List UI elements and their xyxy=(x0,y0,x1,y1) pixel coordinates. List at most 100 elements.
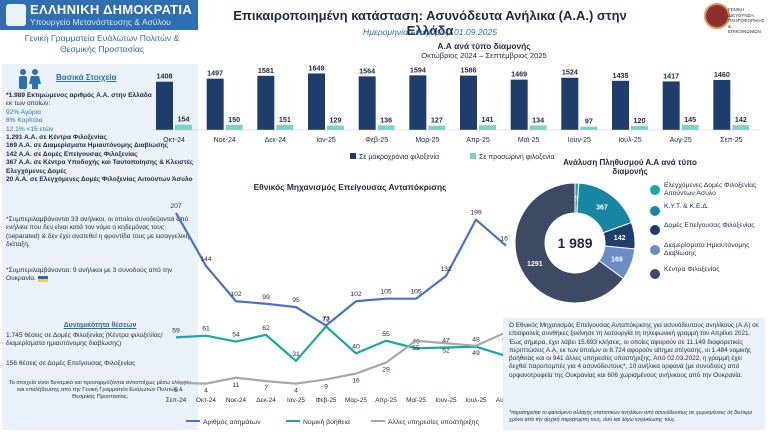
data-disclaimer: Τα στοιχεία είναι δυναμικά και προσαρμόζ… xyxy=(8,380,192,400)
line-label-2-5: 9 xyxy=(324,383,328,390)
line-label-0-10: 199 xyxy=(470,210,482,217)
line-label-1-10: 48 xyxy=(472,337,480,344)
directorate-seal-icon xyxy=(704,3,730,29)
line-label-2-8: 55 xyxy=(412,345,420,352)
bar-temp-label-4: 136 xyxy=(380,115,392,124)
bar-temp-8 xyxy=(580,126,598,130)
it-directorate-logo: ΓΕΝΙΚΗ ΔΙΕΥΘΥΝΣΗ ΠΛΗΡΟΦΟΡΙΚΗΣ & ΕΠΙΚΟΙΝΩ… xyxy=(700,2,765,40)
ukraine-flag-icon xyxy=(37,275,48,282)
bar-x-tick-7: Μαϊ-25 xyxy=(518,137,540,144)
bar-long-11 xyxy=(713,79,731,130)
donut-slice-4 xyxy=(514,182,625,304)
bar-temp-label-9: 120 xyxy=(634,116,646,125)
bar-long-2 xyxy=(257,75,275,130)
bar-long-5 xyxy=(409,75,427,130)
emergency-structures-count: 142 Α.Α. σε Δομές Επείγουσας Φιλοξενίας xyxy=(6,150,138,158)
bar-long-9 xyxy=(612,80,629,130)
donut-legend-dot-4 xyxy=(650,269,660,279)
bar-x-tick-4: Φεβ-25 xyxy=(365,137,388,144)
bar-long-label-11: 1460 xyxy=(714,70,730,79)
donut-label-0: 20 xyxy=(573,196,581,203)
bar-x-tick-11: Σεπ-25 xyxy=(720,137,743,144)
bar-temp-10 xyxy=(681,125,699,130)
bar-long-3 xyxy=(308,73,325,130)
bar-long-label-6: 1586 xyxy=(461,66,477,75)
line-label-0-6: 102 xyxy=(350,291,362,298)
donut-legend-label-3: Διαμερίσματα Ημιαυτόνομης Διαβίωσης xyxy=(664,242,750,258)
bar-temp-1 xyxy=(225,124,243,130)
org-name: ΕΛΛΗΝΙΚΗ ΔΗΜΟΚΡΑΤΙΑ xyxy=(30,2,193,17)
bar-x-tick-6: Απρ-25 xyxy=(466,137,490,144)
donut-legend-label-2: Δομές Επείγουσας Φιλοξενίας xyxy=(664,222,755,229)
line-label-2-9: 52 xyxy=(442,347,450,354)
bar-temp-label-10: 145 xyxy=(684,115,696,124)
ministry-name: Υπουργείο Μετανάστευσης & Ασύλου xyxy=(30,17,171,27)
directorate-logo-text: ΓΕΝΙΚΗ ΔΙΕΥΘΥΝΣΗ ΠΛΗΡΟΦΟΡΙΚΗΣ & ΕΠΙΚΟΙΝΩ… xyxy=(728,7,765,34)
asylum-structures-count: 20 Α.Α. σε Ελεγχόμενες Δομές Φιλοξενίας … xyxy=(6,176,193,184)
line-label-1-6: 40 xyxy=(352,343,360,350)
donut-label-3: 169 xyxy=(611,257,623,264)
line-label-2-7: 29 xyxy=(382,367,390,374)
donut-legend-dot-2 xyxy=(650,225,660,235)
page-title: Επικαιροποιημένη κατάσταση: Ασυνόδευτα Α… xyxy=(233,8,627,38)
line-label-0-8: 105 xyxy=(410,289,422,296)
line-label-0-3: 99 xyxy=(262,294,270,301)
bar-long-label-8: 1524 xyxy=(562,68,578,77)
bar-long-label-0: 1408 xyxy=(157,72,173,81)
bar-long-label-9: 1435 xyxy=(613,71,629,80)
donut-legend-label-1: Κ.Υ.Τ. & Κ.Ε.Δ. xyxy=(664,203,709,210)
line-legend-label-0: Αριθμός αιτημάτων xyxy=(203,418,261,426)
line-label-0-11: 168 xyxy=(500,236,508,243)
family-icon xyxy=(19,69,41,89)
donut-legend-dot-0 xyxy=(650,185,660,195)
line-label-0-9: 132 xyxy=(440,266,452,273)
ministry-logo-band: ΕΛΛΗΝΙΚΗ ΔΗΜΟΚΡΑΤΙΑ Υπουργείο Μετανάστευ… xyxy=(0,0,198,30)
line-x-tick-3: Δεκ-24 xyxy=(256,397,276,404)
emergency-mechanism-line-chart: 2071441029995731021051051321991685961546… xyxy=(166,203,508,426)
bar-temp-label-6: 141 xyxy=(482,115,494,124)
bar-long-label-10: 1417 xyxy=(663,71,679,80)
bar-x-tick-2: Δεκ-24 xyxy=(265,137,287,144)
line-label-1-7: 55 xyxy=(382,331,390,338)
line-x-tick-4: Ιαν-25 xyxy=(287,397,305,404)
legend-long-label: Σε μακροχρόνια φιλοξενία xyxy=(359,153,439,161)
bar-temp-label-7: 134 xyxy=(532,115,544,124)
line-x-tick-2: Νοε-24 xyxy=(226,397,247,404)
donut-label-2: 142 xyxy=(614,235,626,242)
donut-title: Ανάλυση Πληθυσμού Α.Α ανά τύπο διαμονής xyxy=(563,158,697,176)
capacity-heading: Δυναμικότητα θέσεων xyxy=(63,322,137,329)
line-legend-label-2: Άλλες υπηρεσίες υποστήριξης xyxy=(388,418,479,426)
capacity-emergency: 156 θέσεις σε Δομές Επείγουσας Φιλοξενία… xyxy=(6,360,136,367)
key-facts-list: *1.989 Εκτιμώμενος αριθμός Α.Α. στην Ελλ… xyxy=(6,92,194,184)
bar-long-0 xyxy=(156,81,173,130)
report-date: Ημερομηνία Αναφοράς: 01.09.2025 xyxy=(363,27,497,37)
line-label-1-4: 31 xyxy=(292,351,300,358)
bar-x-tick-1: Νοε-24 xyxy=(214,137,236,144)
line-x-tick-8: Μαϊ-25 xyxy=(406,397,426,404)
line-label-2-2: 11 xyxy=(232,382,239,389)
bar-temp-7 xyxy=(529,125,547,130)
bar-chart-title: Α.Α ανά τύπο διαμονής xyxy=(437,41,531,51)
bar-temp-0 xyxy=(175,124,192,130)
line-label-0-7: 105 xyxy=(380,289,392,296)
bar-temp-label-3: 129 xyxy=(330,116,342,125)
line-series-2 xyxy=(175,331,507,385)
bar-chart-subtitle: Οκτώβριος 2024 – Σεπτέμβριος 2025 xyxy=(421,51,547,60)
total-estimate: *1.989 Εκτιμώμενος αριθμός Α.Α. στην Ελλ… xyxy=(6,92,152,99)
line-series-0 xyxy=(175,212,507,327)
line-x-tick-7: Απρ-25 xyxy=(375,397,397,404)
donut-legend-label-4: Κέντρα Φιλοξενίας xyxy=(664,266,720,273)
bar-long-label-2: 1581 xyxy=(258,66,274,75)
donut-label-4: 1291 xyxy=(527,261,543,268)
legend-temp-swatch xyxy=(470,153,476,159)
bar-long-label-5: 1594 xyxy=(410,65,426,74)
donut-center-total: 1 989 xyxy=(557,235,592,251)
bar-long-label-4: 1564 xyxy=(359,66,375,75)
bar-temp-label-8: 97 xyxy=(585,117,593,126)
boys-share: 92% Αγόρια xyxy=(6,108,41,116)
greek-emblem-icon xyxy=(6,4,26,26)
bar-long-7 xyxy=(510,79,528,130)
bar-temp-9 xyxy=(631,125,648,130)
line-x-tick-6: Μαρ-25 xyxy=(345,397,367,404)
line-series-1 xyxy=(175,325,507,363)
